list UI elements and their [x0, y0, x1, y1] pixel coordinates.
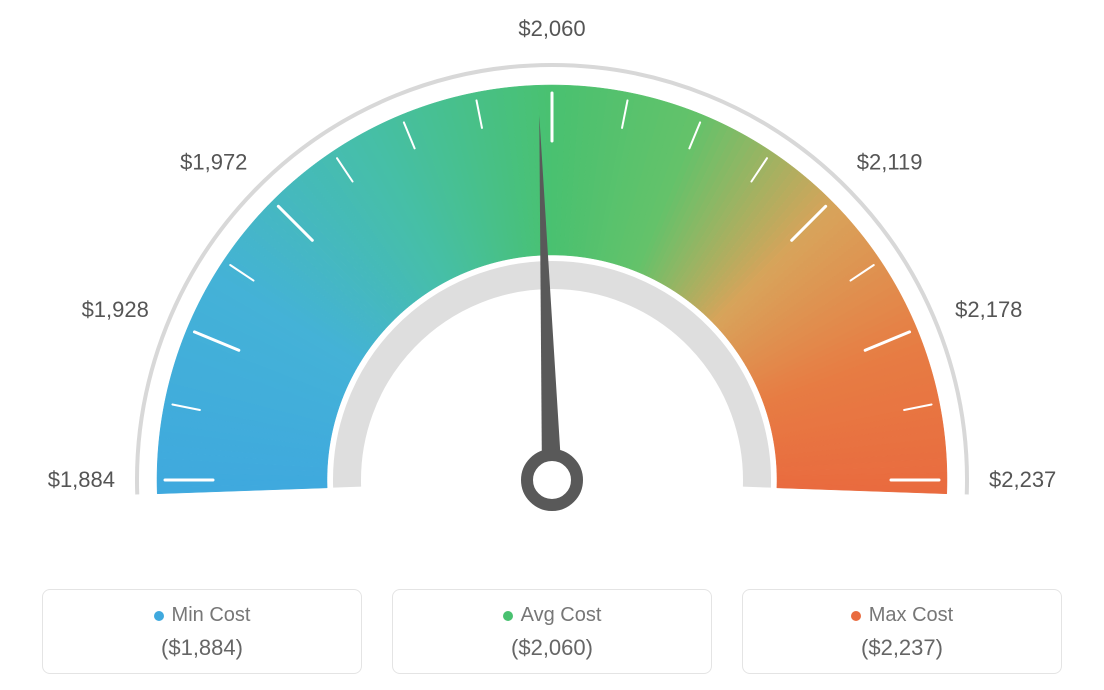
legend-card-max: Max Cost ($2,237)	[742, 589, 1062, 674]
legend-label: Max Cost	[869, 604, 953, 627]
gauge-tick-label: $1,928	[82, 297, 149, 323]
legend-value-max: ($2,237)	[753, 635, 1051, 661]
dot-icon	[154, 611, 164, 621]
legend-value-min: ($1,884)	[53, 635, 351, 661]
legend-card-avg: Avg Cost ($2,060)	[392, 589, 712, 674]
gauge-tick-label: $2,237	[989, 467, 1056, 493]
gauge-tick-label: $1,972	[180, 150, 247, 176]
gauge-tick-label: $2,060	[518, 16, 585, 42]
legend-label: Avg Cost	[521, 604, 602, 627]
gauge-svg	[0, 0, 1104, 540]
legend-title-avg: Avg Cost	[403, 604, 701, 627]
dot-icon	[503, 611, 513, 621]
legend-title-min: Min Cost	[53, 604, 351, 627]
legend-card-min: Min Cost ($1,884)	[42, 589, 362, 674]
gauge-tick-label: $2,119	[857, 150, 923, 176]
legend-title-max: Max Cost	[753, 604, 1051, 627]
dot-icon	[851, 611, 861, 621]
legend-row: Min Cost ($1,884) Avg Cost ($2,060) Max …	[0, 589, 1104, 674]
gauge-chart: $1,884 $1,928 $1,972 $2,060 $2,119 $2,178 $2,2…	[0, 0, 1104, 540]
gauge-tick-label: $2,178	[955, 297, 1022, 323]
legend-value-avg: ($2,060)	[403, 635, 701, 661]
legend-label: Min Cost	[172, 604, 251, 627]
gauge-tick-label: $1,884	[48, 467, 115, 493]
